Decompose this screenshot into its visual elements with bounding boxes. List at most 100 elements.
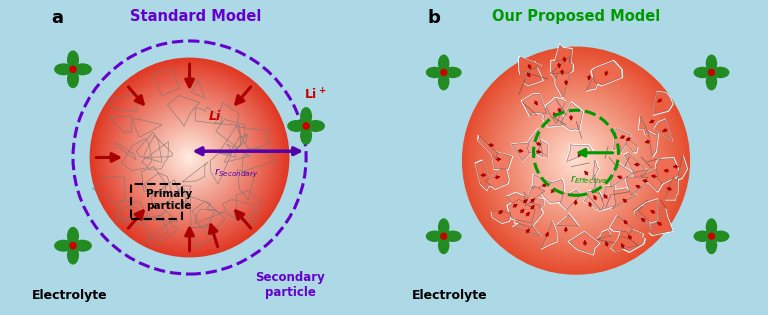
Circle shape: [181, 150, 197, 165]
Circle shape: [147, 115, 232, 200]
Ellipse shape: [707, 237, 717, 254]
Polygon shape: [525, 186, 545, 206]
Circle shape: [512, 97, 640, 224]
Circle shape: [510, 95, 642, 226]
Circle shape: [109, 77, 270, 238]
Circle shape: [502, 86, 650, 236]
Circle shape: [516, 100, 636, 221]
Circle shape: [469, 54, 683, 267]
Circle shape: [466, 51, 686, 271]
Circle shape: [112, 80, 267, 235]
Circle shape: [481, 66, 671, 256]
Polygon shape: [655, 157, 681, 185]
Polygon shape: [627, 177, 648, 195]
Polygon shape: [653, 91, 674, 116]
Polygon shape: [521, 93, 548, 118]
Circle shape: [106, 74, 273, 241]
Circle shape: [130, 98, 249, 217]
Polygon shape: [625, 176, 649, 196]
Circle shape: [566, 151, 586, 171]
Circle shape: [110, 78, 269, 237]
Circle shape: [498, 83, 654, 239]
Circle shape: [521, 105, 631, 216]
Circle shape: [564, 149, 588, 172]
Circle shape: [144, 112, 235, 203]
Polygon shape: [522, 192, 534, 215]
Circle shape: [561, 146, 591, 175]
Ellipse shape: [55, 240, 72, 251]
Circle shape: [164, 133, 214, 182]
Polygon shape: [517, 197, 545, 218]
Circle shape: [478, 62, 674, 259]
Polygon shape: [615, 225, 646, 253]
Circle shape: [564, 148, 588, 173]
Polygon shape: [525, 184, 546, 207]
Circle shape: [140, 108, 239, 207]
Circle shape: [468, 53, 684, 268]
Circle shape: [553, 138, 599, 183]
Ellipse shape: [68, 70, 78, 88]
Circle shape: [488, 72, 664, 249]
Circle shape: [70, 243, 76, 249]
Circle shape: [143, 111, 237, 204]
Circle shape: [472, 56, 680, 265]
Text: $r_{Secondary}$: $r_{Secondary}$: [214, 167, 259, 180]
Circle shape: [173, 140, 207, 175]
Circle shape: [533, 117, 619, 204]
Circle shape: [174, 142, 205, 173]
Circle shape: [551, 136, 601, 186]
Ellipse shape: [68, 51, 78, 68]
Polygon shape: [565, 143, 594, 163]
Circle shape: [548, 132, 604, 189]
Polygon shape: [540, 99, 566, 128]
Circle shape: [184, 152, 196, 163]
Circle shape: [155, 123, 224, 192]
Ellipse shape: [74, 240, 91, 251]
Polygon shape: [528, 129, 543, 157]
Circle shape: [571, 155, 581, 166]
Circle shape: [92, 60, 286, 255]
Polygon shape: [557, 214, 578, 226]
Ellipse shape: [707, 219, 717, 236]
Circle shape: [559, 144, 593, 178]
Circle shape: [523, 107, 629, 214]
Circle shape: [560, 145, 592, 176]
Circle shape: [145, 113, 234, 202]
Circle shape: [552, 137, 600, 185]
Ellipse shape: [307, 121, 324, 131]
Circle shape: [495, 79, 657, 242]
Circle shape: [118, 86, 261, 229]
Polygon shape: [523, 60, 544, 86]
Circle shape: [554, 139, 598, 182]
Circle shape: [473, 57, 679, 264]
Circle shape: [154, 122, 225, 193]
Circle shape: [163, 131, 217, 184]
Polygon shape: [550, 59, 567, 88]
Circle shape: [117, 85, 262, 230]
Circle shape: [108, 76, 271, 239]
Circle shape: [137, 105, 242, 210]
Circle shape: [574, 158, 578, 163]
Circle shape: [499, 83, 653, 238]
Text: Standard Model: Standard Model: [130, 9, 262, 25]
Polygon shape: [512, 143, 531, 161]
Circle shape: [492, 77, 660, 244]
Circle shape: [529, 114, 623, 207]
Polygon shape: [522, 191, 535, 216]
Polygon shape: [556, 212, 580, 226]
Circle shape: [508, 93, 644, 229]
Circle shape: [176, 144, 204, 171]
Circle shape: [169, 137, 210, 178]
Polygon shape: [598, 185, 617, 212]
Polygon shape: [597, 229, 612, 239]
Circle shape: [99, 67, 280, 248]
Circle shape: [709, 233, 714, 239]
Polygon shape: [519, 57, 541, 74]
Circle shape: [98, 65, 282, 250]
Ellipse shape: [439, 237, 449, 254]
Ellipse shape: [55, 64, 72, 75]
Polygon shape: [533, 175, 557, 195]
Circle shape: [526, 111, 626, 210]
Ellipse shape: [712, 67, 729, 77]
Polygon shape: [614, 128, 638, 154]
